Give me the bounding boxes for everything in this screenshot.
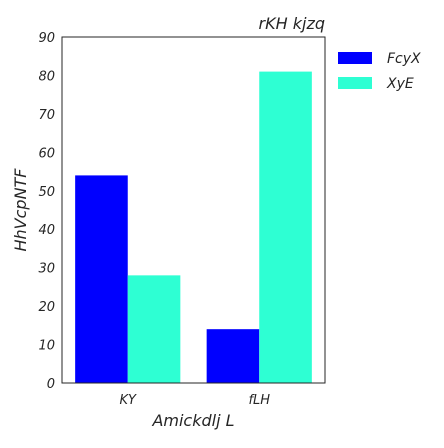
y-tick-label: 70 bbox=[38, 108, 55, 123]
x-axis-ticks: KY fLH bbox=[120, 393, 271, 408]
bar-FcyX-KY bbox=[75, 175, 128, 383]
legend-swatch-XyE bbox=[338, 77, 372, 89]
x-tick-label: KY bbox=[120, 393, 138, 408]
y-tick-label: 20 bbox=[38, 300, 55, 315]
bar-XyE-fLH bbox=[259, 71, 312, 383]
x-tick-label: fLH bbox=[248, 393, 270, 408]
y-axis-ticks: 0 10 20 30 40 50 60 70 80 90 bbox=[38, 31, 55, 392]
plot-frame bbox=[61, 36, 326, 384]
legend-label-FcyX: FcyX bbox=[387, 51, 421, 67]
bar-FcyX-fLH bbox=[206, 329, 260, 383]
y-axis-label: HhVcpNTF bbox=[11, 168, 30, 252]
y-tick-label: 40 bbox=[38, 223, 55, 238]
legend-label-XyE: XyE bbox=[386, 76, 414, 92]
y-tick-label: 0 bbox=[47, 377, 55, 392]
y-tick-label: 50 bbox=[38, 185, 55, 200]
x-axis-label: Amickdlj L bbox=[151, 411, 234, 430]
y-tick-label: 10 bbox=[38, 339, 55, 354]
y-tick-label: 30 bbox=[38, 262, 55, 277]
chart-title: rKH kjzq bbox=[259, 14, 325, 33]
y-tick-label: 60 bbox=[38, 146, 55, 161]
plot-area bbox=[75, 71, 312, 383]
y-tick-label: 80 bbox=[38, 69, 55, 84]
bar-XyE-KY bbox=[127, 275, 181, 383]
legend-swatch-FcyX bbox=[338, 52, 372, 64]
y-tick-label: 90 bbox=[38, 31, 55, 46]
legend: FcyX XyE bbox=[338, 51, 421, 92]
